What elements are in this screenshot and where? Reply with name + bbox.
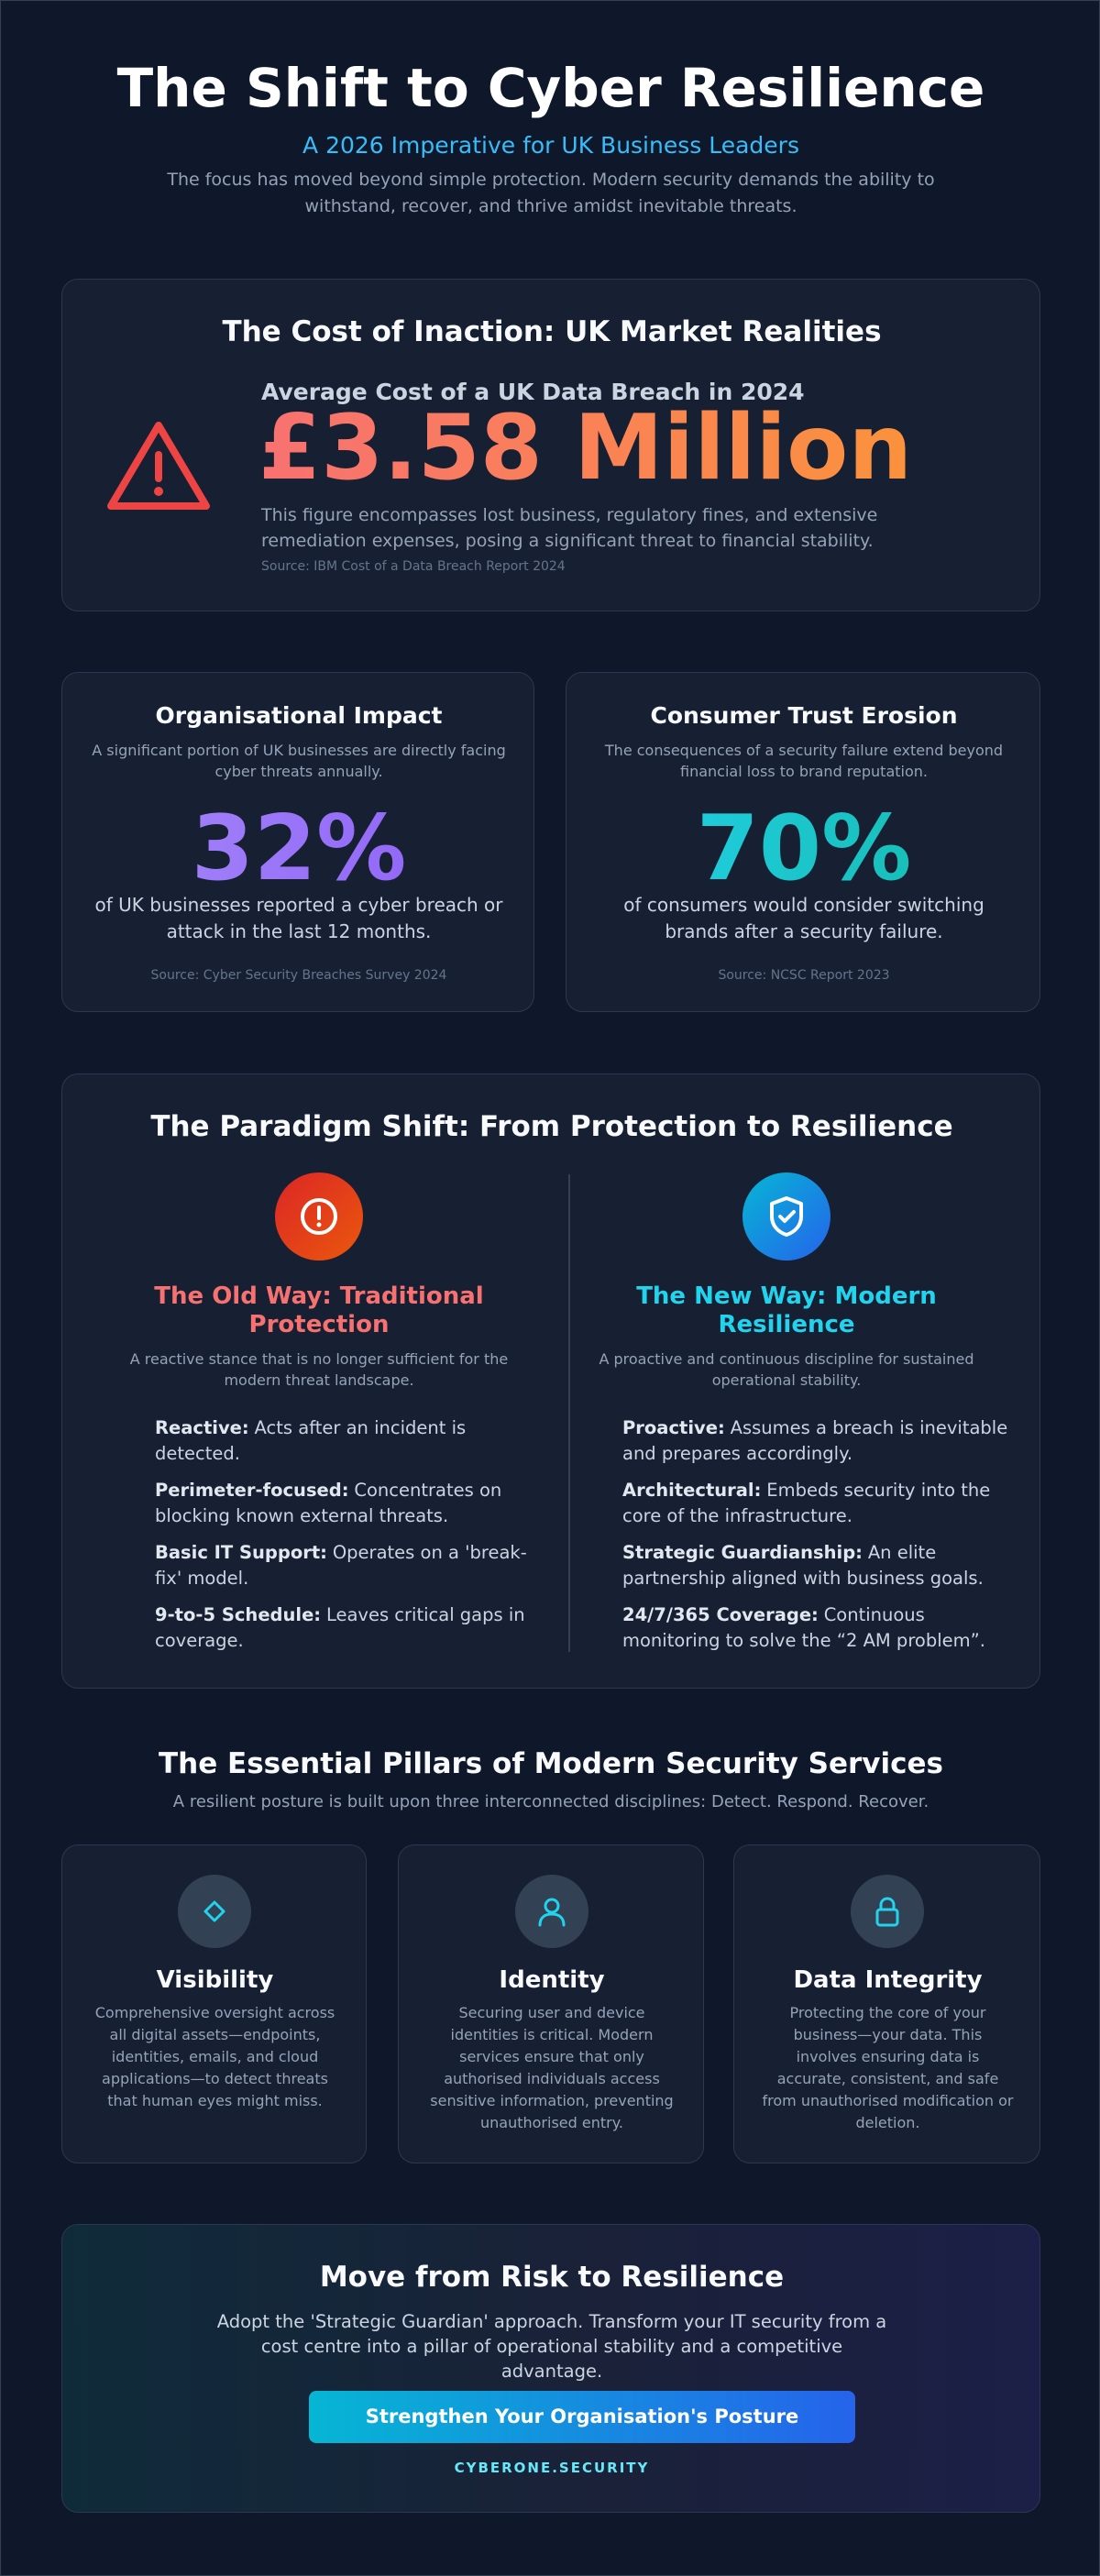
item-term: Reactive: [155,1417,249,1438]
cross-icon [137,1547,151,1561]
check-icon [604,1547,619,1561]
stat-value: 70% [566,798,1041,899]
new-way-icon [742,1172,830,1260]
pillar-title: Data Integrity [793,1966,983,1994]
paradigm-heading: The Paradigm Shift: From Protection to R… [150,1110,953,1143]
cta-card: Move from Risk to Resilience Adopt the '… [61,2224,1040,2513]
column-title: The Old Way: Traditional Protection [154,1282,484,1338]
intro: The focus has moved beyond simple protec… [167,170,935,216]
divider [568,1174,570,1652]
cost-heading: The Cost of Inaction: UK Market Realitie… [222,315,882,348]
cross-icon [137,1484,151,1499]
list-item: Architectural: Embeds security into the c… [622,1478,1017,1529]
list-item: 24/7/365 Coverage: Continuous monitoring … [622,1602,1017,1654]
pillars-subtitle: A resilient posture is built upon three … [172,1792,930,1811]
cost-label: Average Cost of a UK Data Breach in 2024 [261,379,805,405]
list-item: Proactive: Assumes a breach is inevitable… [622,1415,1017,1467]
pillar-title: Visibility [156,1966,274,1994]
column-description: A proactive and continuous discipline fo… [599,1350,974,1389]
item-text: Acts after an incident is detected. [155,1417,467,1464]
cta-heading: Move from Risk to Resilience [319,2261,785,2294]
pillar-card: Visibility Comprehensive oversight acros… [61,1844,367,2163]
item-term: Strategic Guardianship: [622,1542,863,1563]
item-text: Leaves critical gaps in coverage. [155,1604,525,1651]
pillar-description: Comprehensive oversight across all digit… [94,2004,336,2109]
item-term: Proactive: [622,1417,725,1438]
column-title: The New Way: Modern Resilience [636,1282,937,1338]
stat-card: Organisational Impact A significant port… [61,672,534,1012]
pillar-description: Protecting the core of your business—you… [762,2004,1014,2131]
item-term: Architectural: [622,1480,762,1501]
cta-button[interactable]: Strengthen Your Organisation's Posture [309,2391,855,2443]
check-icon [604,1484,619,1499]
identity-icon [515,1875,588,1948]
warning-icon [107,422,210,510]
list-item: Basic IT Support: Operates on a 'break-fi… [155,1540,549,1591]
list-item: Perimeter-focused: Concentrates on blocki… [155,1478,549,1529]
item-term: Basic IT Support: [155,1542,327,1563]
integrity-icon [851,1875,924,1948]
pillar-title: Identity [499,1966,605,1994]
paradigm-card: The Paradigm Shift: From Protection to R… [61,1073,1040,1689]
check-icon [604,1609,619,1624]
stat-heading: Organisational Impact [155,702,443,729]
item-text: Embeds security into the core of the inf… [622,1480,991,1526]
item-text: Continuous monitoring to solve the “2 AM… [622,1604,985,1651]
brand: CYBERONE.SECURITY [454,2460,650,2476]
stat-description: A significant portion of UK businesses a… [92,742,506,780]
cost-source: Source: IBM Cost of a Data Breach Report… [261,559,566,574]
list-item: Strategic Guardianship: An elite partners… [622,1540,1017,1591]
list-item: 9-to-5 Schedule: Leaves critical gaps in … [155,1602,549,1654]
stat-source: Source: Cyber Security Breaches Survey 2… [150,968,447,983]
item-text: Concentrates on blocking known external … [155,1480,502,1526]
stat-description: The consequences of a security failure e… [604,742,1004,780]
item-term: 9-to-5 Schedule: [155,1604,322,1625]
stat-source: Source: NCSC Report 2023 [718,968,890,983]
check-icon [604,1422,619,1437]
visibility-icon [178,1875,251,1948]
pillars-heading: The Essential Pillars of Modern Security… [159,1747,943,1780]
item-text: Assumes a breach is inevitable and prepa… [622,1417,1008,1464]
stat-card: Consumer Trust Erosion The consequences … [566,672,1040,1012]
item-text: An elite partnership aligned with busine… [622,1542,984,1589]
old-way-icon [275,1172,363,1260]
item-term: 24/7/365 Coverage: [622,1604,819,1625]
cost-card: The Cost of Inaction: UK Market Realitie… [61,279,1040,611]
title: The Shift to Cyber Resilience [116,57,985,119]
cross-icon [137,1422,151,1437]
stat-heading: Consumer Trust Erosion [650,702,958,729]
pillar-description: Securing user and device identities is c… [430,2004,674,2131]
pillar-card: Identity Securing user and device identi… [398,1844,704,2163]
stat-caption: of UK businesses reported a cyber breach… [94,894,503,942]
stat-caption: of consumers would consider switching br… [623,894,984,942]
pillar-card: Data Integrity Protecting the core of yo… [733,1844,1040,2163]
column-description: A reactive stance that is no longer suff… [129,1350,509,1389]
list-item: Reactive: Acts after an incident is detec… [155,1415,549,1467]
cross-icon [137,1609,151,1624]
item-term: Perimeter-focused: [155,1480,349,1501]
stat-value: 32% [62,798,535,899]
cost-value: £3.58 Million [258,396,913,501]
cost-description: This figure encompasses lost business, r… [261,505,878,551]
cta-text: Adopt the 'Strategic Guardian' approach.… [216,2311,887,2382]
subtitle: A 2026 Imperative for UK Business Leader… [302,132,799,159]
item-text: Operates on a 'break-fix' model. [155,1542,527,1589]
